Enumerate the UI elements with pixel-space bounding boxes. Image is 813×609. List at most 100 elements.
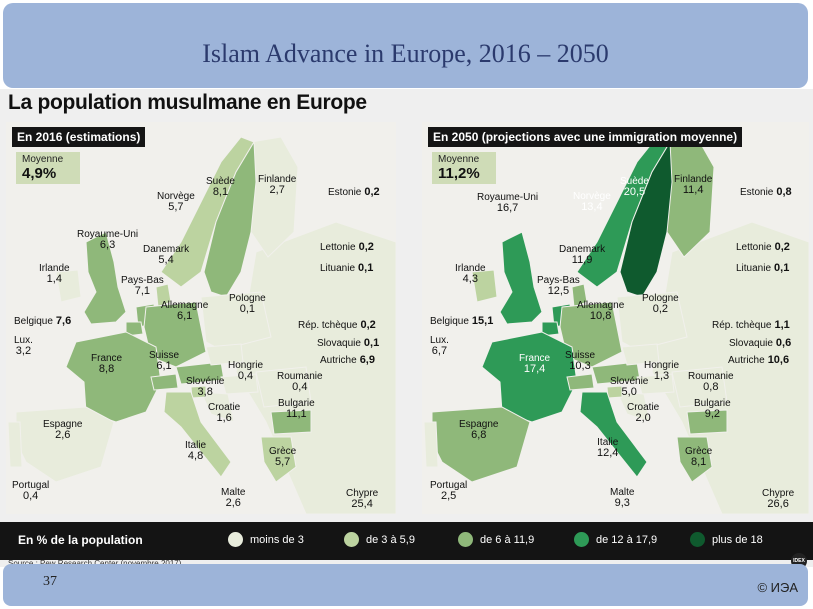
average-label: Moyenne: [438, 154, 480, 165]
country-label-croatie: Croatie 1,6: [208, 402, 241, 424]
country-label-belgique: Belgique 7,6: [14, 315, 72, 327]
country-label-slovaquie: Slovaquie 0,6: [729, 337, 792, 349]
map-region-portugal: [423, 421, 439, 468]
country-label-autriche: Autriche 6,9: [320, 354, 375, 366]
map-region-hongrie: [220, 373, 259, 395]
map-region-ru: [499, 231, 543, 325]
map-region-bulgarie: [270, 409, 312, 435]
map-region-croatie: [200, 391, 235, 423]
legend-swatch: [458, 532, 473, 547]
europe-map-2050: [423, 136, 809, 514]
europe-map-2016: [7, 136, 396, 514]
country-label-suisse: Suisse 10,3: [565, 350, 596, 372]
country-label-tcheque: Rép. tchèque 0,2: [298, 319, 376, 331]
country-label-portugal: Portugal 2,5: [430, 480, 468, 502]
slide-header: Islam Advance in Europe, 2016 – 2050: [3, 3, 808, 88]
country-label-france: France 8,8: [91, 353, 123, 375]
map-region-france: [481, 331, 578, 423]
map-region-tcheque: [621, 343, 660, 366]
country-label-malte: Malte 2,6: [221, 487, 246, 509]
country-label-slovenie: Slovénie 3,8: [186, 376, 225, 398]
legend-swatch: [574, 532, 589, 547]
country-label-estonie: Estonie 0,8: [740, 186, 792, 198]
map-region-bulgarie: [686, 409, 728, 435]
map-region-irlande: [471, 269, 498, 303]
country-label-tcheque: Rép. tchèque 1,1: [712, 319, 790, 331]
map-panel-2016: En 2016 (estimations) Moyenne 4,9% Suède…: [6, 122, 396, 514]
map-region-danemark: [571, 283, 588, 308]
map-region-danemark: [155, 283, 172, 308]
country-label-slovaquie: Slovaquie 0,1: [317, 337, 380, 349]
country-label-portugal: Portugal 0,4: [12, 480, 50, 502]
map-region-portugal: [7, 421, 23, 468]
legend-item: de 6 à 11,9: [458, 532, 534, 547]
country-label-italie: Italie 12,4: [597, 437, 619, 459]
country-label-estonie: Estonie 0,2: [328, 186, 380, 198]
country-label-bulgarie: Bulgarie 11,1: [278, 398, 315, 420]
average-box: Moyenne 11,2%: [432, 152, 496, 184]
map-region-tcheque: [205, 343, 244, 366]
country-label-grece: Grèce 8,1: [685, 446, 713, 468]
country-label-suisse: Suisse 6,1: [149, 350, 180, 372]
map-region-roumanie: [671, 366, 728, 408]
average-box: Moyenne 4,9%: [16, 152, 80, 184]
country-label-ru: Royaume-Uni 6,3: [77, 229, 139, 251]
country-label-hongrie: Hongrie 1,3: [644, 360, 680, 382]
country-label-chypre: Chypre 26,6: [762, 488, 795, 510]
country-label-malte: Malte 9,3: [610, 487, 635, 509]
country-label-roumanie: Roumanie 0,4: [277, 371, 323, 393]
country-label-pologne: Pologne 0,2: [642, 293, 679, 315]
country-label-autriche: Autriche 10,6: [728, 354, 790, 366]
map-region-irlande: [55, 269, 82, 303]
panel-tag: En 2050 (projections avec une immigratio…: [428, 127, 743, 147]
country-label-france: France 17,4: [519, 353, 551, 375]
source-note: Source : Pew Research Center (novembre 2…: [8, 559, 181, 568]
country-label-finlande: Finlande 11,4: [674, 174, 713, 196]
map-region-roumanie: [255, 366, 312, 408]
country-label-espagne: Espagne 6,8: [459, 419, 499, 441]
country-label-norvege: Norvège 13,4: [573, 191, 611, 213]
infographic-title: La population musulmane en Europe: [8, 91, 367, 114]
infographic: La population musulmane en Europe: [0, 89, 813, 569]
map-region-italie: [579, 391, 648, 478]
country-label-slovenie: Slovénie 5,0: [610, 376, 649, 398]
country-label-hongrie: Hongrie 0,4: [228, 360, 264, 382]
country-label-allemagne: Allemagne 6,1: [161, 300, 209, 322]
country-label-chypre: Chypre 25,4: [346, 488, 379, 510]
country-label-lituanie: Lituanie 0,1: [320, 262, 374, 274]
country-label-lettonie: Lettonie 0,2: [320, 241, 374, 253]
legend: En % de la population moins de 3 de 3 à …: [0, 522, 813, 560]
country-label-lettonie: Lettonie 0,2: [736, 241, 790, 253]
country-label-belgique: Belgique 15,1: [430, 315, 494, 327]
legend-item: moins de 3: [228, 532, 304, 547]
country-label-espagne: Espagne 2,6: [43, 419, 83, 441]
country-label-italie: Italie 4,8: [185, 440, 207, 462]
country-label-suede: Suède 8,1: [206, 176, 235, 198]
map-panel-2050: En 2050 (projections avec une immigratio…: [422, 122, 809, 514]
legend-swatch: [228, 532, 243, 547]
country-label-lux: Lux. 3,2: [14, 335, 33, 357]
slide-footer: 37 © ИЭА: [3, 564, 808, 606]
country-label-paysbas: Pays-Bas 7,1: [121, 275, 164, 297]
average-value: 11,2%: [438, 165, 480, 182]
map-region-suede: [203, 140, 257, 298]
map-region-pologne: [616, 291, 688, 351]
legend-item: de 12 à 17,9: [574, 532, 657, 547]
country-label-croatie: Croatie 2,0: [627, 402, 660, 424]
map-region-suisse: [566, 373, 595, 391]
legend-title: En % de la population: [18, 533, 143, 547]
country-label-allemagne: Allemagne 10,8: [577, 300, 625, 322]
country-label-norvege: Norvège 5,7: [157, 191, 195, 213]
panel-tag: En 2016 (estimations): [12, 127, 146, 147]
map-region-grece: [676, 436, 713, 483]
slide-number: 37: [43, 574, 57, 589]
map-region-italie: [163, 391, 232, 478]
country-label-ru: Royaume-Uni 16,7: [477, 192, 539, 214]
country-label-roumanie: Roumanie 0,8: [688, 371, 734, 393]
legend-swatch: [344, 532, 359, 547]
country-label-irlande: Irlande 1,4: [39, 263, 70, 285]
country-label-lituanie: Lituanie 0,1: [736, 262, 790, 274]
map-region-croatie: [616, 391, 651, 423]
map-region-grece: [260, 436, 297, 483]
map-region-belgique: [125, 321, 144, 337]
